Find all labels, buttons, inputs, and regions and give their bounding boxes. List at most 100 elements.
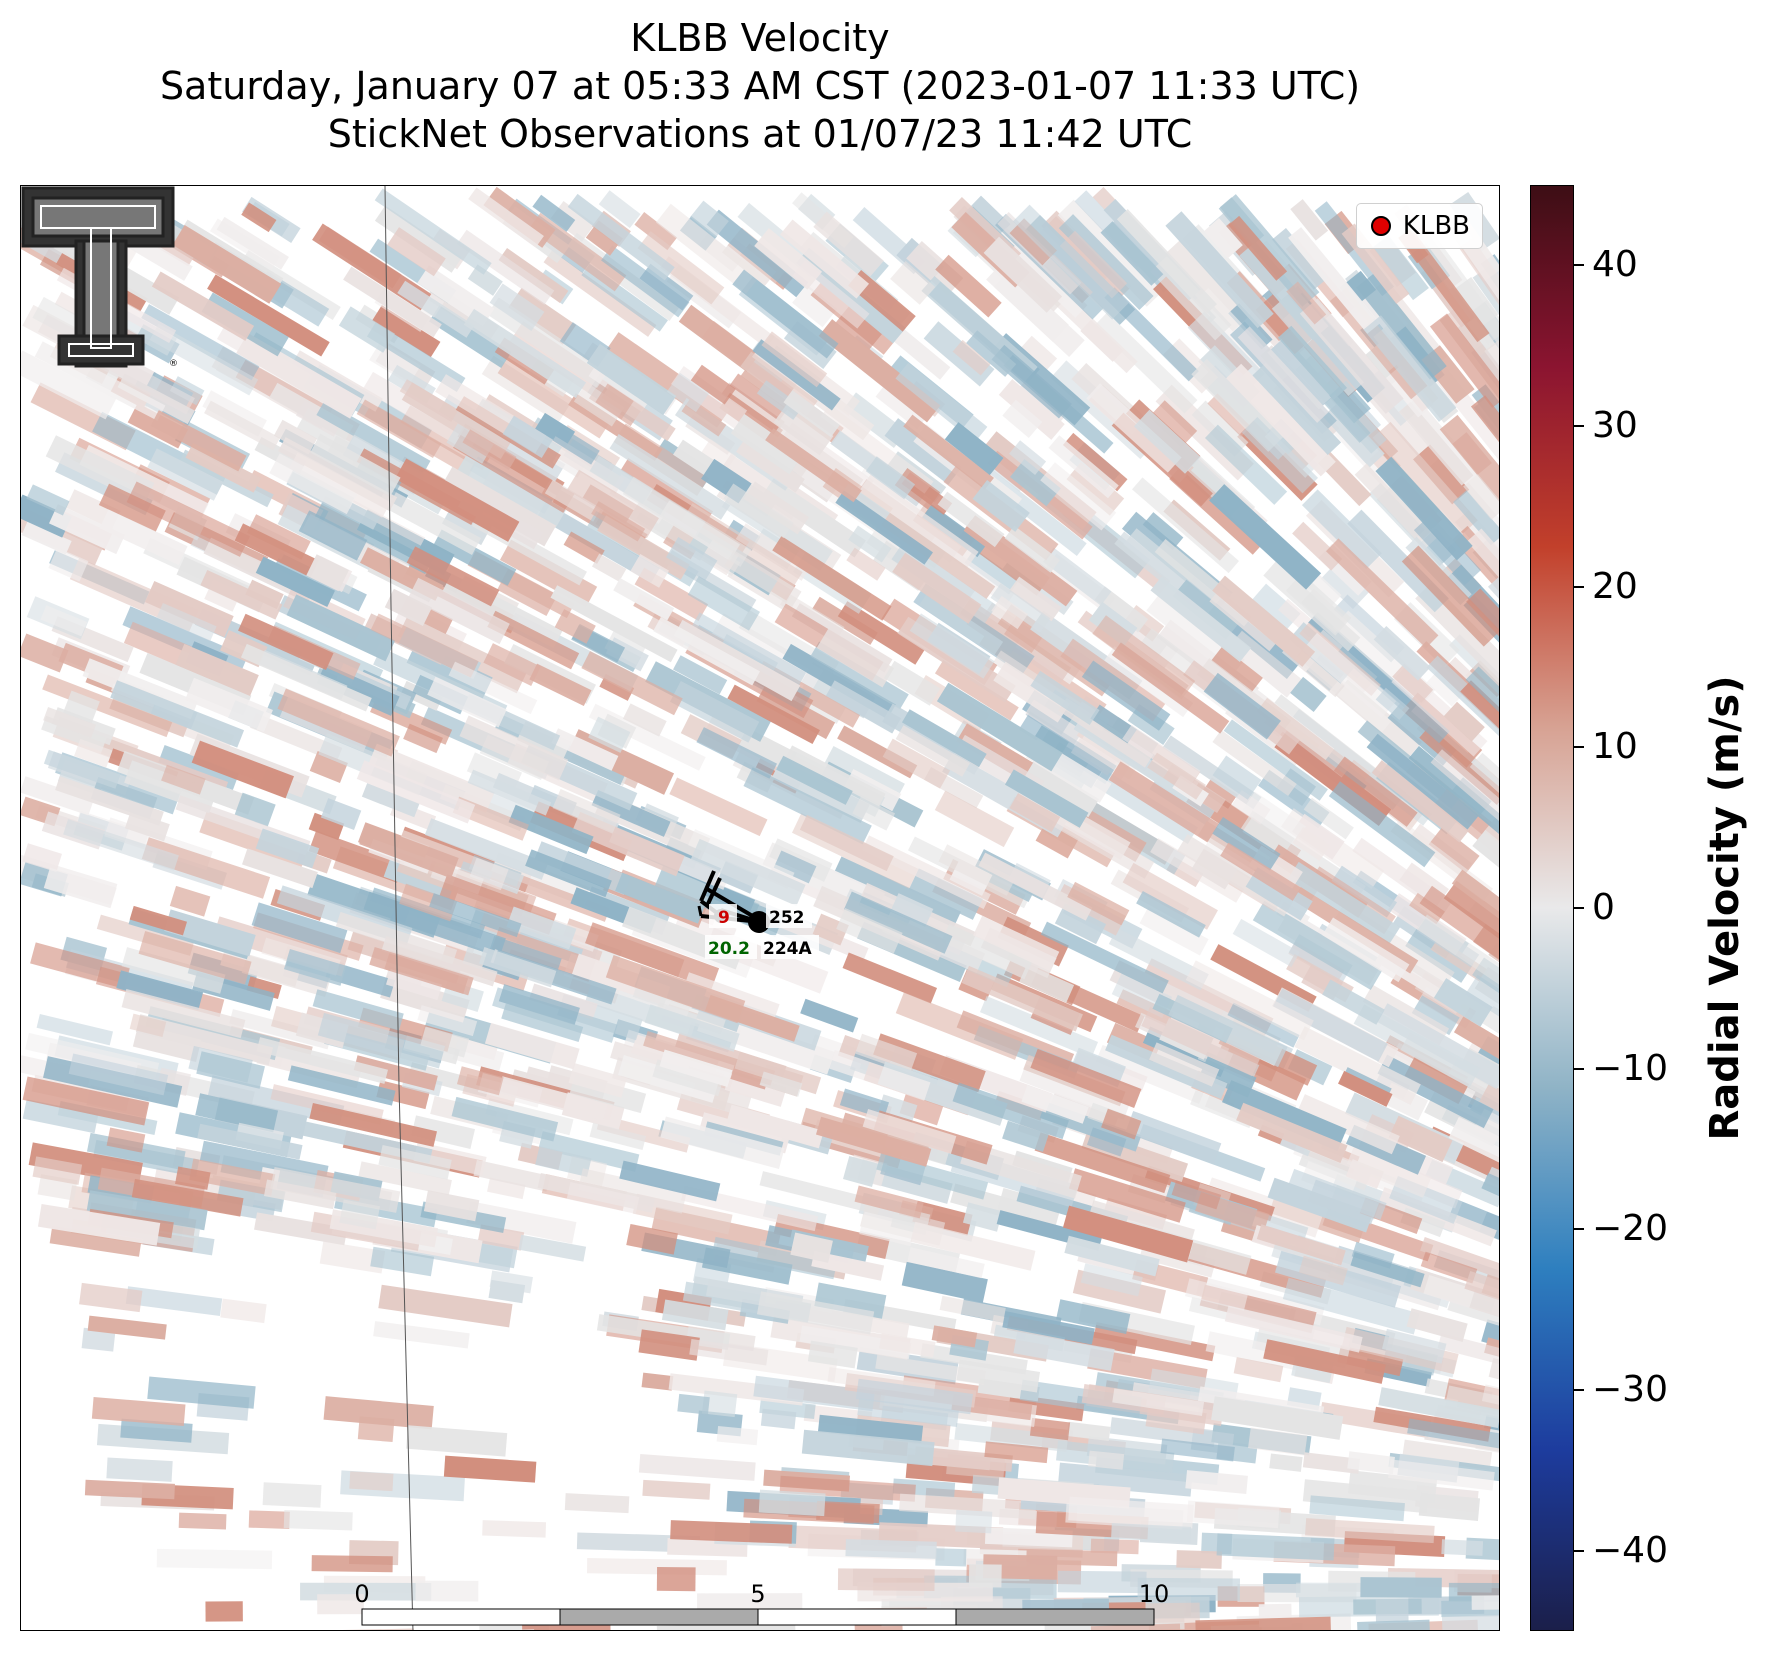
radar-gate	[408, 577, 510, 645]
radar-gate	[879, 1333, 936, 1358]
radar-gate	[1232, 918, 1300, 968]
radar-gate	[488, 1279, 526, 1304]
radar-gate	[883, 660, 941, 706]
scale-segment	[559, 1608, 759, 1626]
scale-bar: 0 5 10 km	[354, 1580, 1169, 1630]
radar-gate	[1433, 978, 1493, 1027]
radar-gate	[255, 556, 335, 607]
radar-gate	[1347, 509, 1449, 613]
radar-gate	[424, 818, 549, 880]
radar-gate	[919, 591, 1004, 656]
radar-gate	[129, 1013, 167, 1038]
radar-gate	[1057, 1570, 1147, 1594]
radar-gate	[1287, 1168, 1387, 1220]
colorbar-tick-label: 20	[1592, 565, 1638, 607]
radar-gate	[835, 490, 933, 565]
radar-gate	[529, 983, 598, 1020]
radar-gate	[338, 306, 395, 353]
radar-gate	[724, 550, 802, 607]
radar-gate	[483, 643, 541, 687]
radar-gate	[525, 849, 612, 898]
radar-gate	[397, 280, 475, 338]
radar-gate	[1080, 1263, 1143, 1297]
radar-gate	[1441, 1539, 1484, 1556]
radar-gate	[586, 343, 677, 416]
radar-gate	[91, 1397, 186, 1426]
radar-gate	[22, 1099, 99, 1134]
radar-gate	[1337, 1345, 1404, 1377]
radar-gate	[43, 867, 117, 909]
radar-gate	[566, 469, 659, 539]
colorbar-tick-mark	[1574, 585, 1584, 588]
radar-gate	[673, 655, 728, 695]
radar-gate	[551, 728, 619, 771]
radar-gate	[727, 684, 820, 745]
radar-gate	[248, 1510, 290, 1530]
radar-gate	[372, 305, 441, 358]
radar-gate	[882, 738, 951, 789]
radar-gate	[1464, 1271, 1499, 1311]
radar-gate	[149, 323, 259, 396]
radar-gate	[535, 1146, 592, 1177]
radar-gate	[468, 187, 544, 248]
radar-gate	[1094, 586, 1149, 633]
radar-gate	[792, 284, 838, 328]
radar-gate	[1373, 625, 1431, 681]
radar-gate	[172, 225, 282, 304]
radar-gate	[323, 1396, 434, 1430]
radar-gate	[955, 1509, 993, 1534]
radar-gate	[369, 946, 474, 996]
radar-gate	[81, 1327, 116, 1352]
radar-gate	[1482, 1006, 1499, 1041]
radar-gate	[406, 546, 500, 607]
radar-map[interactable]: 9 252 20.2 224A 0 5 10 km	[20, 185, 1500, 1631]
radar-gate	[729, 373, 788, 421]
radar-gate	[161, 764, 206, 795]
radar-gate	[692, 612, 807, 686]
radar-gate	[901, 1261, 988, 1303]
radar-gate	[376, 1080, 430, 1110]
radar-gate	[378, 1144, 452, 1180]
radar-gate	[378, 1284, 513, 1328]
radar-gate	[255, 828, 320, 869]
radar-gate	[1286, 281, 1327, 325]
radar-gate	[1040, 462, 1117, 531]
radar-gate	[1292, 826, 1331, 861]
radar-gate	[1004, 525, 1061, 573]
radar-gate	[669, 777, 768, 837]
radar-gate	[1067, 881, 1130, 926]
radar-gate	[1002, 1311, 1095, 1345]
radar-gate	[554, 609, 596, 644]
radar-gate	[403, 723, 443, 754]
radar-gate	[204, 400, 281, 451]
radar-gate	[895, 992, 1024, 1060]
radar-gate	[1068, 1168, 1186, 1223]
radar-gate	[620, 458, 714, 524]
radar-gate	[1212, 575, 1316, 667]
radar-gate	[1212, 755, 1262, 800]
radar-gate	[706, 209, 809, 298]
radar-gate	[796, 247, 906, 344]
radar-gate	[417, 1005, 478, 1037]
radar-gate	[312, 989, 404, 1031]
radar-gate	[150, 410, 247, 472]
radar-gate	[1443, 701, 1485, 742]
radar-gate	[956, 1359, 1041, 1393]
radar-gate	[121, 947, 226, 994]
radar-gate	[1100, 221, 1164, 286]
radar-gate	[246, 514, 311, 560]
radar-gate	[1277, 325, 1348, 400]
radar-gate	[816, 1500, 880, 1524]
radar-gate	[473, 1159, 550, 1192]
radar-gate	[736, 438, 805, 493]
radar-gate	[98, 483, 166, 533]
radar-gate	[86, 1190, 208, 1231]
radar-gate	[837, 601, 925, 665]
radar-gate	[84, 1479, 175, 1500]
radar-gate	[273, 419, 318, 455]
colorbar-tick-label: −40	[1592, 1529, 1668, 1571]
radar-gate	[1419, 885, 1499, 963]
radar-gate	[552, 789, 621, 834]
radar-gate	[1086, 383, 1182, 473]
radar-gate	[238, 613, 334, 670]
